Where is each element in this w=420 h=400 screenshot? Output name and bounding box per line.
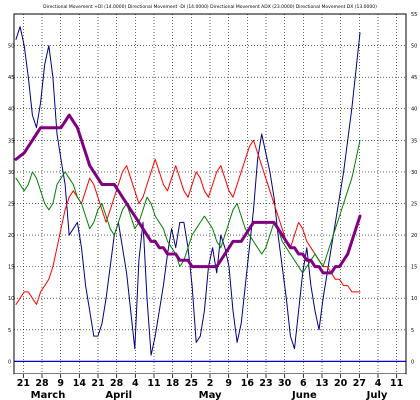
y-tick-label-left: 15 — [8, 265, 14, 271]
y-tick-label-left: 10 — [8, 296, 14, 302]
x-tick-label: 16 — [241, 378, 255, 389]
y-tick-label-left: 45 — [8, 75, 14, 81]
x-tick-label: 2 — [207, 378, 214, 389]
x-tick-label: 20 — [334, 378, 348, 389]
series-line-plus-di — [15, 139, 361, 305]
y-tick-label-right: 25 — [411, 201, 417, 207]
x-tick-label: 27 — [353, 378, 366, 389]
x-tick-label: 11 — [390, 378, 403, 389]
y-tick-label-right: 30 — [411, 170, 417, 176]
x-tick-label: 9 — [57, 378, 64, 389]
x-tick-label: 21 — [91, 378, 104, 389]
x-tick-label: 6 — [300, 378, 307, 389]
series-lines — [14, 26, 362, 356]
series-line-minus-di — [15, 139, 361, 274]
y-tick-label-left: 20 — [8, 233, 14, 239]
y-tick-label-left: 5 — [8, 328, 11, 334]
y-tick-label-right: 55 — [411, 12, 417, 18]
x-axis-band — [14, 374, 406, 400]
x-tick-label: 4 — [132, 378, 139, 389]
y-tick-label-right: 45 — [411, 75, 417, 81]
x-tick-label: 30 — [278, 378, 292, 389]
y-tick-label-left: 50 — [8, 44, 14, 50]
x-tick-label: 9 — [225, 378, 232, 389]
x-tick-label: 21 — [17, 378, 30, 389]
x-tick-label: 23 — [259, 378, 272, 389]
y-tick-label-right: 50 — [411, 44, 417, 50]
y-tick-label-right: 40 — [411, 107, 417, 113]
x-tick-label: 28 — [35, 378, 49, 389]
x-month-label: April — [105, 390, 132, 400]
y-tick-label-right: 0 — [411, 359, 414, 365]
y-tick-label-left: 30 — [8, 170, 14, 176]
y-tick-label-left: 40 — [8, 107, 14, 113]
x-tick-label: 14 — [73, 378, 87, 389]
x-tick-label: 11 — [147, 378, 160, 389]
y-tick-label-left: 35 — [8, 138, 14, 144]
y-tick-label-right: 15 — [411, 265, 417, 271]
y-tick-label-right: 10 — [411, 296, 417, 302]
x-month-label: May — [199, 390, 222, 400]
y-tick-label-left: 25 — [8, 201, 14, 207]
y-tick-label-right: 35 — [411, 138, 417, 144]
x-axis: 21 28 9 14 21 28 4 11 18 25 2 9 16 23 30 6 13 20 27 4 11Marc… — [17, 374, 403, 400]
x-tick-label: 4 — [375, 378, 382, 389]
series-line-adx — [14, 113, 362, 275]
x-tick-label: 18 — [166, 378, 180, 389]
y-tick-label-right: 5 — [411, 328, 414, 334]
y-tick-label-right: 20 — [411, 233, 417, 239]
chart-title: Directional Movement +DI (14.0000) Direc… — [43, 4, 377, 10]
x-month-label: June — [291, 390, 317, 400]
x-month-label: July — [366, 390, 388, 400]
y-tick-label-left: 0 — [8, 359, 11, 365]
x-tick-label: 13 — [315, 378, 328, 389]
y-axis-left: 0 5 10 15 20 25 30 35 40 45 50 — [8, 44, 14, 366]
x-tick-label: 28 — [110, 378, 124, 389]
y-axis-right: 0 5 10 15 20 25 30 35 40 45 50 55 — [411, 12, 417, 365]
x-tick-label: 25 — [185, 378, 198, 389]
x-month-label: March — [31, 390, 66, 400]
